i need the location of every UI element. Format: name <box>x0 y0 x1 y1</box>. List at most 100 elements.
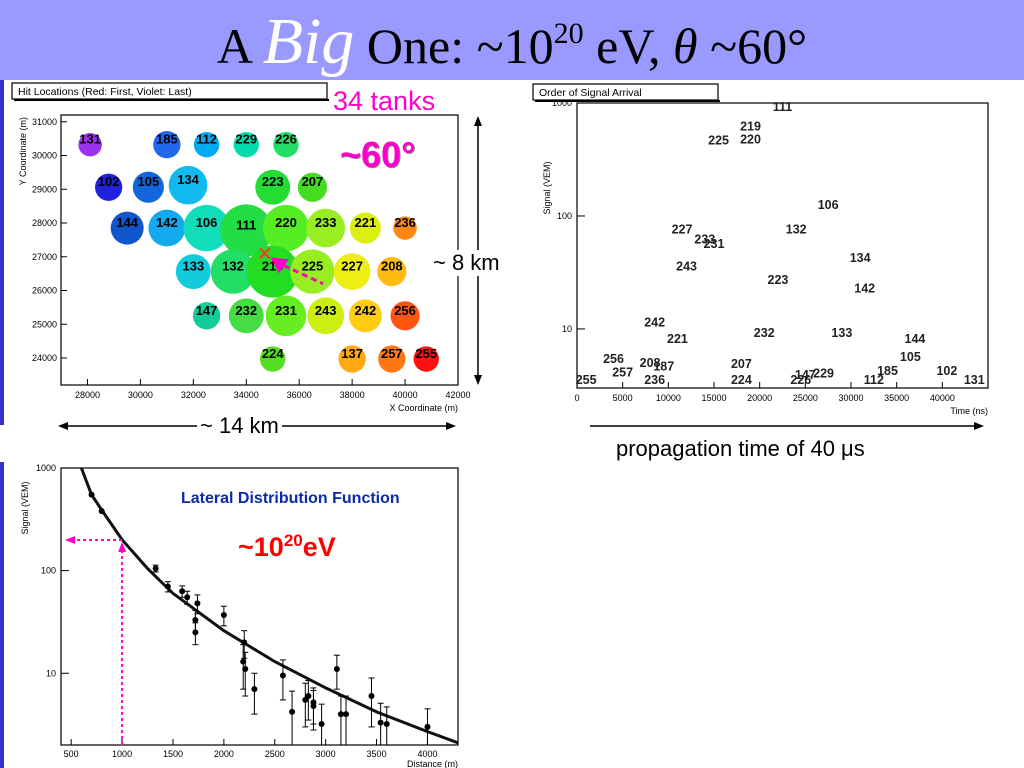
hit-tank-label: 227 <box>341 259 363 274</box>
hit-y-tick-label: 30000 <box>32 151 57 161</box>
ldf-y-tick-label: 10 <box>46 668 56 678</box>
hit-tank-marker <box>393 216 417 240</box>
arrival-tank-label: 221 <box>667 332 688 346</box>
hit-tank-marker <box>260 346 286 372</box>
hit-tank-label: 134 <box>177 172 199 187</box>
hit-x-tick-label: 32000 <box>181 390 206 400</box>
width-span-arrow-right <box>446 422 456 430</box>
arrival-x-tick-label: 35000 <box>884 393 909 403</box>
hit-tank-label: 207 <box>302 174 324 189</box>
ldf-data-point <box>184 594 191 601</box>
hit-tank-marker <box>262 204 310 252</box>
hit-tank-label: 243 <box>315 303 337 318</box>
ldf-data-point <box>242 666 249 673</box>
ldf-y-tick-label: 100 <box>41 566 56 576</box>
hit-y-tick-label: 27000 <box>32 252 57 262</box>
ldf-chart-title: Lateral Distribution Function <box>181 490 400 507</box>
hit-tank-marker <box>255 169 291 205</box>
hit-tank-marker <box>110 211 144 245</box>
height-span-label: ~ 8 km <box>430 250 503 276</box>
ldf-data-point <box>333 666 340 673</box>
hit-tank-marker <box>265 295 307 337</box>
hit-tank-label: 142 <box>156 215 178 230</box>
hit-tank-marker <box>94 173 123 201</box>
hit-tank-marker <box>307 297 345 335</box>
ldf-data-point <box>424 723 431 730</box>
hit-tank-label: 137 <box>341 346 363 361</box>
hit-tank-label: 220 <box>275 215 297 230</box>
hit-x-axis-label: X Coordinate (m) <box>389 403 458 413</box>
hit-tank-label: 112 <box>196 132 217 147</box>
arrival-tank-label: 132 <box>786 222 807 236</box>
arrival-chart-frame <box>576 102 989 389</box>
hit-chart-title: Hit Locations (Red: First, Violet: Last) <box>18 86 192 98</box>
hit-tank-label: 132 <box>222 259 244 274</box>
ldf-chart-frame <box>60 467 459 746</box>
hit-tank-label: 105 <box>137 174 159 189</box>
hit-tank-label: 131 <box>79 132 101 147</box>
hit-tank-marker <box>78 132 102 157</box>
hit-tank-marker <box>175 254 211 290</box>
arrival-y-tick-label: 100 <box>557 211 572 221</box>
arrival-tank-label: 208 <box>640 356 661 370</box>
arrival-y-axis-label: Signal (VEM) <box>542 161 552 214</box>
hit-tank-marker <box>290 249 335 294</box>
title-mid: One: ~10 <box>366 18 554 74</box>
hit-tank-marker <box>390 301 420 331</box>
hit-tank-label: 106 <box>196 215 218 230</box>
arrival-tank-label: 257 <box>612 365 633 379</box>
ldf-x-tick-label: 2500 <box>265 749 285 759</box>
ldf-data-point <box>368 693 375 700</box>
ldf-data-point <box>251 686 258 693</box>
hit-x-tick-label: 36000 <box>287 390 312 400</box>
left-accent-strip <box>0 80 4 425</box>
arrival-x-tick-label: 10000 <box>656 393 681 403</box>
arrival-x-tick-label: 30000 <box>838 393 863 403</box>
arrival-direction-arrowhead <box>270 257 289 274</box>
tanks-label: 34 tanks <box>333 86 436 116</box>
hit-x-tick-label: 42000 <box>445 390 470 400</box>
ldf-x-tick-label: 3000 <box>316 749 336 759</box>
arrival-tank-label: 144 <box>905 332 926 346</box>
hit-tank-label: 144 <box>116 215 138 230</box>
title-end: ~60° <box>697 18 808 74</box>
arrival-x-tick-label: 5000 <box>613 393 633 403</box>
propagation-span-arrow <box>974 422 984 430</box>
hit-y-tick-label: 28000 <box>32 218 57 228</box>
angle-label: ~60° <box>340 134 416 175</box>
arrival-tank-label: 185 <box>877 364 898 378</box>
ldf-data-point <box>318 721 325 728</box>
hit-tank-marker <box>132 171 164 203</box>
title-exponent: 20 <box>553 17 584 50</box>
ldf-data-point <box>343 711 350 718</box>
core-marker <box>259 247 271 260</box>
hit-y-tick-label: 25000 <box>32 319 57 329</box>
width-span-arrow-left <box>58 422 68 430</box>
hit-chart-title-shadow <box>14 99 329 101</box>
ldf-data-point <box>179 588 186 595</box>
arrival-x-tick-label: 25000 <box>793 393 818 403</box>
hit-tank-label: 223 <box>262 174 284 189</box>
arrival-tank-label: 236 <box>644 373 665 387</box>
arrival-chart-title: Order of Signal Arrival <box>539 87 642 99</box>
arrival-y-tick-label: 10 <box>562 324 572 334</box>
ldf-x-tick-label: 1000 <box>112 749 132 759</box>
height-span-arrow-bottom <box>474 375 482 385</box>
ldf-data-point <box>383 721 390 728</box>
hit-tank-marker <box>168 165 208 205</box>
hit-tank-label: 147 <box>196 303 218 318</box>
ldf-x-tick-label: 3500 <box>367 749 387 759</box>
hit-x-tick-label: 40000 <box>393 390 418 400</box>
ldf-y-tick-label: 1000 <box>36 463 56 473</box>
arrival-tank-label: 220 <box>740 132 761 146</box>
hit-tank-label: 111 <box>236 217 256 232</box>
arrival-tank-label: 187 <box>653 359 674 373</box>
energy-label: ~1020eV <box>238 531 336 562</box>
arrival-tank-label: 142 <box>854 282 875 296</box>
arrival-tank-label: 224 <box>731 373 752 387</box>
hit-tank-label: 257 <box>381 346 403 361</box>
hit-tank-marker <box>333 253 371 290</box>
hit-tank-marker <box>297 172 328 202</box>
hit-tank-marker <box>348 299 382 333</box>
